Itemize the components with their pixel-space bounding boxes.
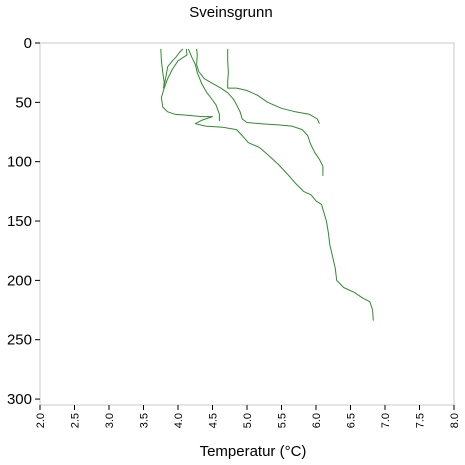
x-tick-label: 4.0: [173, 413, 185, 428]
temperature-profile-line-2: [160, 48, 374, 321]
temperature-profile-line-1: [160, 48, 184, 89]
x-tick-label: 5.5: [277, 413, 289, 428]
x-tick-label: 7.0: [380, 413, 392, 428]
x-tick-label: 3.5: [139, 413, 151, 428]
y-tick-label: 50: [15, 94, 32, 111]
y-axis: 0 50 100 150 200 250 300: [7, 35, 40, 408]
temperature-profile-line-5: [227, 48, 320, 124]
y-tick-label: 100: [7, 154, 32, 171]
temperature-profile-line-3: [187, 48, 220, 122]
y-tick-label: 200: [7, 272, 32, 289]
x-tick-label: 8.0: [449, 413, 461, 428]
x-tick-label: 7.5: [415, 413, 427, 428]
x-tick-label: 4.5: [208, 413, 220, 428]
x-tick-label: 6.5: [346, 413, 358, 428]
chart-title: Sveinsgrunn: [189, 4, 272, 21]
x-tick-label: 3.0: [104, 413, 116, 428]
series-layer: [160, 48, 374, 321]
y-tick-label: 150: [7, 213, 32, 230]
x-tick-label: 5.0: [242, 413, 254, 428]
temperature-profile-line-4: [196, 48, 324, 176]
plot-frame: [39, 42, 455, 406]
y-tick-label: 250: [7, 332, 32, 349]
y-tick-label: 0: [24, 35, 32, 52]
x-axis-label: Temperatur (°C): [200, 443, 307, 460]
x-tick-label: 2.5: [70, 413, 82, 428]
x-tick-label: 2.0: [35, 413, 47, 428]
y-tick-label: 300: [7, 391, 32, 408]
x-tick-label: 6.0: [311, 413, 323, 428]
x-axis: 2.0 2.5 3.0 3.5 4.0 4.5 5.0 5.5 6.0 6.5 7.0 7.5 8.0: [35, 405, 461, 428]
